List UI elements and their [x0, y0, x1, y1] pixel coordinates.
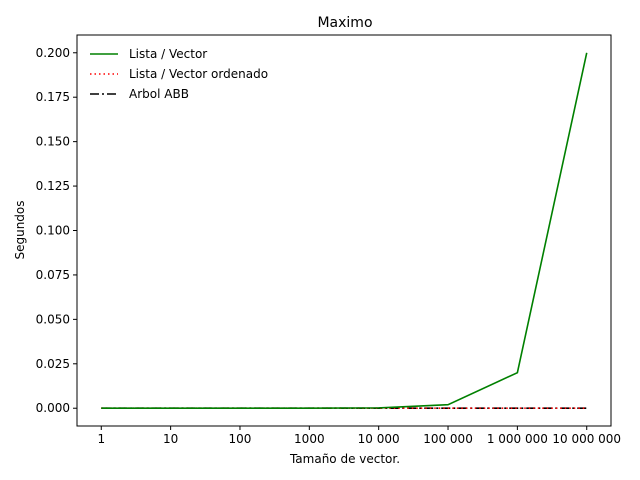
x-tick-label: 1000 — [294, 432, 325, 446]
x-tick-label: 1 000 000 — [487, 432, 548, 446]
x-tick-label: 100 000 — [423, 432, 473, 446]
y-tick-label: 0.025 — [36, 357, 70, 371]
y-tick-label: 0.175 — [36, 90, 70, 104]
y-tick-label: 0.200 — [36, 46, 70, 60]
y-tick-label: 0.075 — [36, 268, 70, 282]
x-tick-label: 10 000 000 — [552, 432, 621, 446]
legend-entry: Lista / Vector ordenado — [129, 67, 268, 81]
chart-title: Maximo — [317, 15, 372, 31]
legend-entry: Lista / Vector — [129, 47, 207, 61]
y-tick-label: 0.125 — [36, 179, 70, 193]
y-tick-label: 0.150 — [36, 135, 70, 149]
x-tick-label: 10 000 — [358, 432, 400, 446]
legend-entry: Arbol ABB — [129, 87, 189, 101]
x-tick-label: 1 — [97, 432, 105, 446]
y-tick-label: 0.100 — [36, 224, 70, 238]
y-axis-label: Segundos — [13, 200, 27, 259]
x-tick-label: 100 — [229, 432, 252, 446]
y-tick-label: 0.000 — [36, 401, 70, 415]
y-tick-label: 0.050 — [36, 312, 70, 326]
series-line — [101, 52, 588, 410]
x-axis-label: Tamaño de vector. — [289, 452, 400, 466]
x-tick-label: 10 — [163, 432, 178, 446]
